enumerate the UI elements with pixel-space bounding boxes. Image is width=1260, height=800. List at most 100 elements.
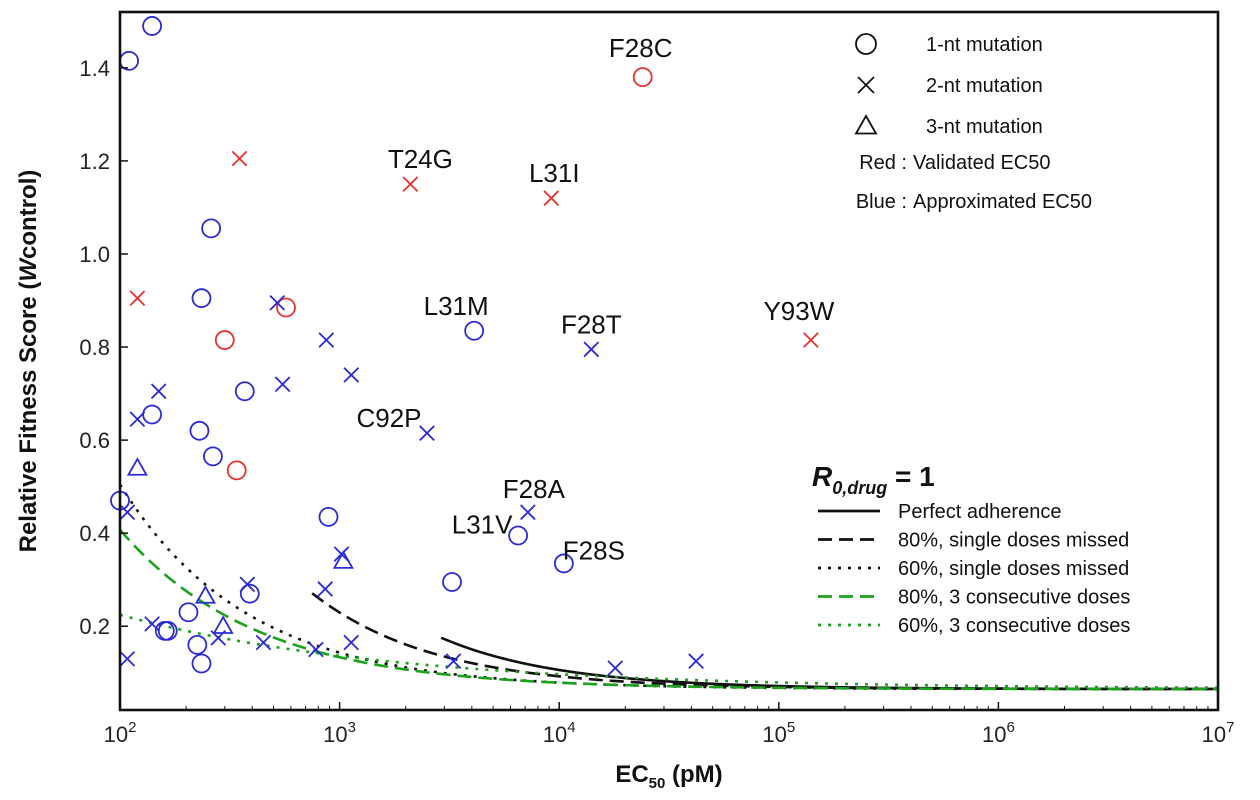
legend-curve-label: 80%, 3 consecutive doses (898, 587, 1130, 609)
data-point (583, 341, 600, 358)
data-point (402, 176, 419, 193)
data-point (419, 425, 435, 441)
data-point (203, 446, 223, 467)
marker-legend: 1-nt mutation 2-nt mutation 3-nt mutation (854, 33, 1043, 138)
data-point (129, 290, 146, 307)
data-point (632, 67, 653, 88)
data-point (214, 330, 235, 350)
data-point (129, 411, 146, 428)
data-point (189, 420, 210, 441)
data-point (445, 653, 462, 669)
y-tick-label: 1.0 (79, 242, 110, 267)
data-point (150, 383, 167, 400)
point-label: C92P (356, 403, 421, 433)
point-label: L31M (424, 291, 489, 321)
y-tick-label: 0.4 (79, 521, 110, 546)
y-tick-label: 1.4 (79, 56, 110, 81)
legend-color-key: Red : (859, 152, 907, 174)
data-point (178, 602, 199, 623)
x-axis-title: EC50 (pM) (615, 761, 722, 792)
data-point (464, 320, 485, 341)
data-point (234, 381, 255, 402)
data-point (226, 460, 247, 481)
fit-curves (120, 483, 1218, 691)
point-label: L31V (452, 510, 513, 540)
legend-curve-label: 80%, single doses missed (898, 530, 1129, 552)
data-point (255, 634, 272, 651)
data-point (343, 634, 360, 651)
data-point (442, 572, 462, 592)
y-axis-title: Relative Fitness Score (Wcontrol) (15, 170, 42, 553)
legend-triangle-icon (854, 114, 878, 135)
data-point (144, 616, 160, 632)
data-point (212, 615, 234, 634)
color-legend: Red : Validated EC50 Blue : Approximated EC… (856, 152, 1092, 213)
x-tick-label: 107 (1202, 719, 1235, 747)
point-label: F28S (563, 535, 625, 565)
x-tick-label: 103 (323, 719, 356, 747)
legend-curve-label: 60%, 3 consecutive doses (898, 615, 1130, 637)
x-tick-label: 104 (543, 719, 576, 747)
data-point (154, 620, 175, 641)
data-point (201, 218, 222, 239)
point-label: F28T (561, 309, 622, 339)
data-point (508, 525, 529, 546)
data-point (553, 553, 574, 574)
curve-0 (440, 636, 1218, 691)
data-point (239, 583, 260, 604)
plot-frame (118, 10, 1220, 712)
x-tick-label: 102 (104, 719, 137, 747)
y-tick-label: 0.8 (79, 335, 110, 360)
data-point (318, 332, 335, 348)
data-points (110, 16, 819, 676)
legend-cross-icon (857, 76, 875, 94)
curve-3 (120, 528, 1218, 691)
x-tick-label: 106 (982, 719, 1015, 747)
data-point (318, 506, 339, 527)
point-label: Y93W (763, 296, 834, 326)
legend-marker-label: 2-nt mutation (926, 75, 1043, 97)
data-point (119, 650, 136, 667)
curve-legend: Perfect adherence 80%, single doses misse… (818, 501, 1130, 637)
legend-circle-icon (855, 33, 877, 55)
point-label: L31I (529, 158, 580, 188)
legend-marker-label: 3-nt mutation (926, 116, 1043, 138)
data-point (191, 288, 212, 309)
data-point (191, 653, 212, 674)
data-point (276, 297, 296, 318)
data-point (688, 653, 704, 669)
y-tick-label: 1.2 (79, 149, 110, 174)
data-point (187, 634, 208, 655)
legend-marker-label: 1-nt mutation (926, 34, 1043, 56)
x-axis: 102 103 104 105 106 107 (104, 702, 1235, 747)
point-labels: F28C T24G L31I L31M F28T Y93W C92P F28A L31V F28S (356, 33, 834, 565)
data-point (274, 376, 291, 393)
data-point (119, 504, 136, 521)
data-point (317, 581, 334, 597)
legend-curve-label: Perfect adherence (898, 501, 1061, 523)
x-tick-label: 105 (762, 719, 795, 747)
y-tick-label: 0.6 (79, 428, 110, 453)
data-point (269, 294, 286, 311)
curve-legend-title: R0,drug = 1 (812, 461, 935, 498)
data-point (332, 550, 354, 569)
legend-color-label: Approximated EC50 (913, 191, 1092, 213)
point-label: T24G (388, 144, 453, 174)
legend-curve-label: 60%, single doses missed (898, 558, 1129, 580)
data-point (231, 150, 248, 167)
point-label: F28C (609, 33, 673, 63)
legend-color-key: Blue : (856, 191, 907, 213)
y-axis: 0.2 0.4 0.6 0.8 1.0 1.2 1.4 (79, 56, 128, 639)
data-point (308, 641, 324, 658)
data-point (520, 504, 536, 521)
data-point (194, 585, 217, 604)
point-label: F28A (503, 474, 566, 504)
data-point (142, 16, 162, 36)
data-point (543, 190, 560, 206)
legend-color-label: Validated EC50 (913, 152, 1051, 174)
data-point (126, 457, 148, 476)
data-point (607, 660, 624, 676)
curve-4 (120, 613, 1218, 690)
data-point (210, 630, 227, 646)
